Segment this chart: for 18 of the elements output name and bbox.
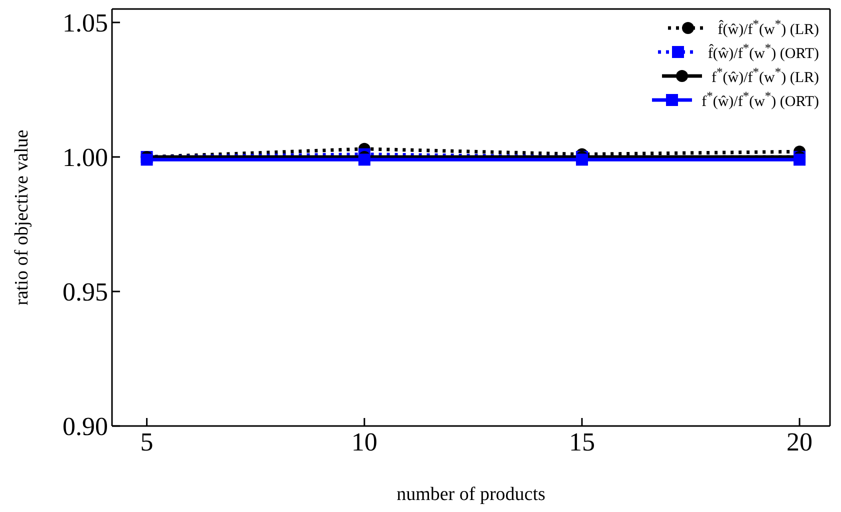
y-tick-label: 0.90 [62, 412, 108, 442]
x-axis-title: number of products [396, 484, 546, 505]
x-tick-label: 15 [568, 427, 595, 456]
point [794, 154, 806, 166]
x-tick-label: 10 [351, 427, 378, 456]
legend-label: f̂(ŵ)/f$^{*}$(w$^{*}$) (LR) [718, 17, 819, 39]
y-tick-label: 0.95 [62, 278, 108, 307]
point [576, 154, 588, 166]
x-tick-label: 5 [140, 427, 154, 456]
y-tick-label: 1.05 [62, 8, 108, 38]
legend-label: f̂(ŵ)/f$^{*}$(w$^{*}$) (ORT) [708, 41, 819, 63]
legend-label: f$^{*}$(ŵ)/f$^{*}$(w$^{*}$) (LR) [712, 65, 819, 87]
legend-label: f$^{*}$(ŵ)/f$^{*}$(w$^{*}$) (ORT) [702, 89, 819, 111]
y-tick-label: 1.00 [62, 143, 108, 172]
point [140, 154, 153, 166]
x-tick-label: 20 [786, 427, 813, 456]
point [358, 154, 370, 166]
y-axis-title: ratio of objective value [12, 130, 32, 306]
